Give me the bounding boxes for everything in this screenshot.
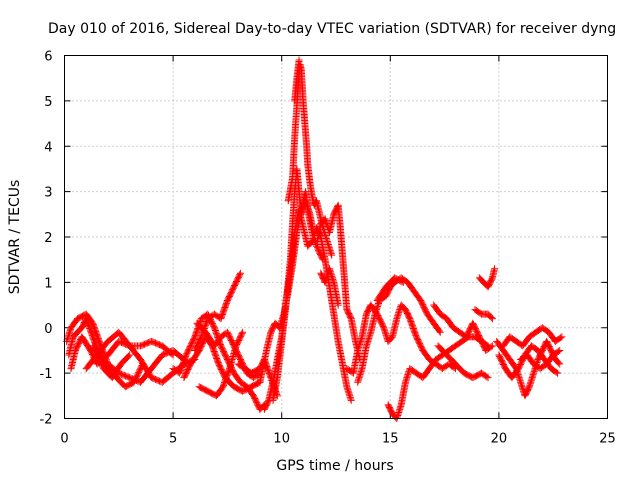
data-point [168,350,176,358]
data-point [98,362,106,370]
data-point [236,271,244,279]
y-tick-label: 5 [44,95,52,110]
y-tick-label: 6 [44,50,52,65]
x-tick-label: 10 [273,432,290,447]
data-point [92,349,100,357]
x-tick-label: 5 [169,432,177,447]
y-tick-label: 0 [44,322,52,337]
data-point [89,342,97,350]
grid-lines [64,55,608,419]
chart-title: Day 010 of 2016, Sidereal Day-to-day VTE… [48,21,616,37]
y-tick-label: 1 [44,276,52,291]
y-tick-label: 4 [44,140,52,155]
x-axis-label: GPS time / hours [276,458,393,474]
data-point [169,351,177,359]
data-series [63,56,566,422]
data-point [98,360,106,368]
x-tick-label: 25 [599,432,616,447]
data-point [126,351,134,359]
data-point [125,352,133,360]
data-point [91,348,99,356]
data-point [238,330,246,338]
data-point [95,355,103,363]
y-axis-label: SDTVAR / TECUs [7,180,23,295]
data-point [295,56,303,64]
y-tick-label: -1 [40,367,53,382]
y-tick-label: 3 [44,186,52,201]
data-point [347,396,355,404]
x-tick-label: 15 [382,432,399,447]
y-tick-label: -2 [40,413,53,428]
tick-labels: 0 5 10 15 20 25 -2 -1 0 1 2 3 4 5 6 [40,50,616,447]
data-point [239,328,247,336]
data-point [491,265,499,273]
data-point [91,346,99,354]
x-tick-label: 20 [491,432,508,447]
data-point [96,356,104,364]
data-point [236,269,244,277]
x-tick-label: 0 [60,432,68,447]
y-tick-label: 2 [44,231,52,246]
data-point [328,251,336,259]
data-point [94,353,102,361]
data-point [334,301,342,309]
